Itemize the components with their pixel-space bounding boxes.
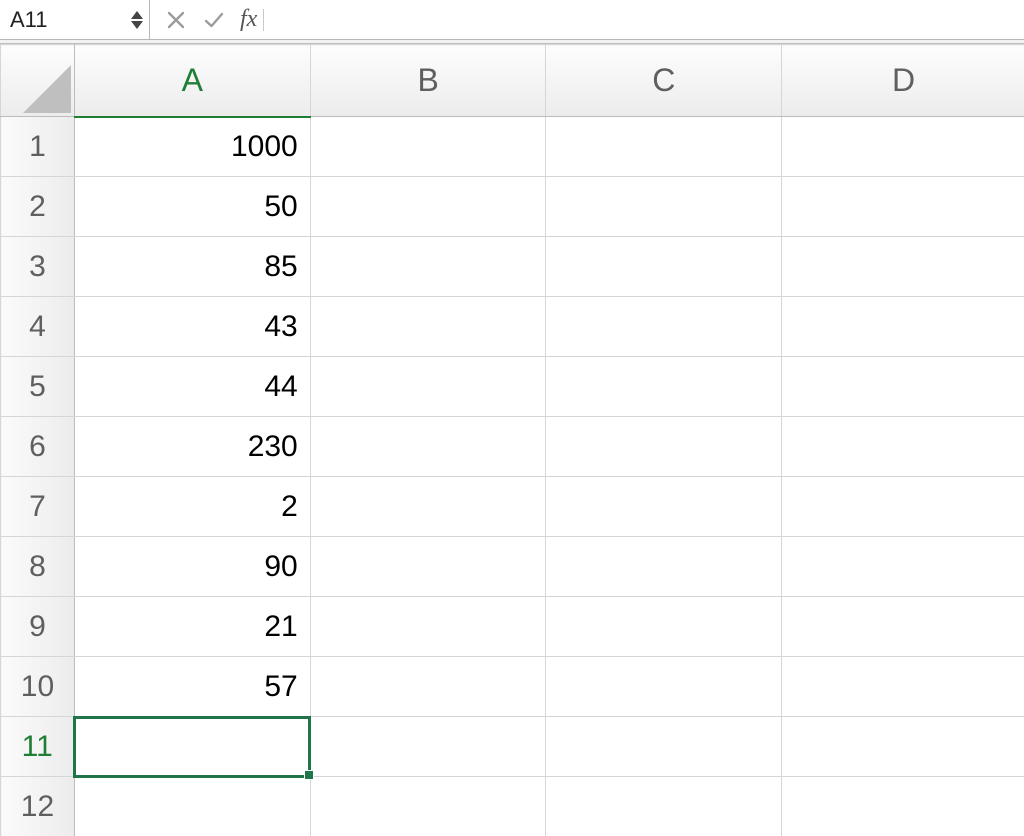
- cell-C7[interactable]: [546, 477, 782, 537]
- cell-C6[interactable]: [546, 417, 782, 477]
- cell-B12[interactable]: [310, 777, 546, 836]
- cell-B3[interactable]: [310, 237, 546, 297]
- cell-A12[interactable]: [74, 777, 310, 836]
- cell-D5[interactable]: [782, 357, 1024, 417]
- column-header-D[interactable]: D: [782, 45, 1024, 117]
- cell-A6[interactable]: 230: [74, 417, 310, 477]
- row-header-7[interactable]: 7: [1, 477, 75, 537]
- cell-C12[interactable]: [546, 777, 782, 836]
- cell-B2[interactable]: [310, 177, 546, 237]
- cell-C5[interactable]: [546, 357, 782, 417]
- select-all-corner[interactable]: [1, 45, 75, 117]
- cell-B10[interactable]: [310, 657, 546, 717]
- cell-C1[interactable]: [546, 117, 782, 177]
- cell-B8[interactable]: [310, 537, 546, 597]
- cell-D11[interactable]: [782, 717, 1024, 777]
- cancel-icon[interactable]: [166, 10, 186, 30]
- formula-bar: fx: [0, 0, 1024, 40]
- row-header-2[interactable]: 2: [1, 177, 75, 237]
- cell-D6[interactable]: [782, 417, 1024, 477]
- cell-B7[interactable]: [310, 477, 546, 537]
- fx-separator: [263, 9, 264, 31]
- cell-B6[interactable]: [310, 417, 546, 477]
- cell-B9[interactable]: [310, 597, 546, 657]
- cell-C10[interactable]: [546, 657, 782, 717]
- row-header-12[interactable]: 12: [1, 777, 75, 836]
- cell-C4[interactable]: [546, 297, 782, 357]
- cell-B11[interactable]: [310, 717, 546, 777]
- column-header-C[interactable]: C: [546, 45, 782, 117]
- cell-D10[interactable]: [782, 657, 1024, 717]
- fx-label[interactable]: fx: [240, 0, 270, 39]
- cell-B5[interactable]: [310, 357, 546, 417]
- cell-D1[interactable]: [782, 117, 1024, 177]
- stepper-down-icon[interactable]: [131, 21, 143, 29]
- column-header-A[interactable]: A: [74, 45, 310, 117]
- accept-icon[interactable]: [204, 10, 224, 30]
- row-header-3[interactable]: 3: [1, 237, 75, 297]
- row-header-10[interactable]: 10: [1, 657, 75, 717]
- name-box-stepper: [131, 0, 143, 39]
- row-header-1[interactable]: 1: [1, 117, 75, 177]
- name-box[interactable]: [10, 7, 110, 33]
- cell-A5[interactable]: 44: [74, 357, 310, 417]
- select-all-triangle-icon: [23, 65, 71, 113]
- row-header-4[interactable]: 4: [1, 297, 75, 357]
- cell-D12[interactable]: [782, 777, 1024, 836]
- cell-D4[interactable]: [782, 297, 1024, 357]
- cell-C2[interactable]: [546, 177, 782, 237]
- cell-A2[interactable]: 50: [74, 177, 310, 237]
- cell-A1[interactable]: 1000: [74, 117, 310, 177]
- row-header-8[interactable]: 8: [1, 537, 75, 597]
- cell-D2[interactable]: [782, 177, 1024, 237]
- formula-bar-actions: [150, 0, 240, 39]
- cell-A7[interactable]: 2: [74, 477, 310, 537]
- cell-D7[interactable]: [782, 477, 1024, 537]
- cell-B1[interactable]: [310, 117, 546, 177]
- cell-D9[interactable]: [782, 597, 1024, 657]
- row-header-6[interactable]: 6: [1, 417, 75, 477]
- cell-A11[interactable]: [74, 717, 310, 777]
- cell-A9[interactable]: 21: [74, 597, 310, 657]
- cell-A10[interactable]: 57: [74, 657, 310, 717]
- cell-D8[interactable]: [782, 537, 1024, 597]
- formula-input[interactable]: [270, 0, 1024, 39]
- stepper-up-icon[interactable]: [131, 11, 143, 19]
- row-header-5[interactable]: 5: [1, 357, 75, 417]
- cell-D3[interactable]: [782, 237, 1024, 297]
- cell-C3[interactable]: [546, 237, 782, 297]
- cell-B4[interactable]: [310, 297, 546, 357]
- row-header-11[interactable]: 11: [1, 717, 75, 777]
- column-header-B[interactable]: B: [310, 45, 546, 117]
- cell-C9[interactable]: [546, 597, 782, 657]
- row-header-9[interactable]: 9: [1, 597, 75, 657]
- cell-A8[interactable]: 90: [74, 537, 310, 597]
- spreadsheet-grid: ABCD110002503854435446230728909211057111…: [0, 44, 1024, 836]
- cell-C8[interactable]: [546, 537, 782, 597]
- cell-A3[interactable]: 85: [74, 237, 310, 297]
- cell-C11[interactable]: [546, 717, 782, 777]
- name-box-container: [0, 0, 150, 39]
- cell-A4[interactable]: 43: [74, 297, 310, 357]
